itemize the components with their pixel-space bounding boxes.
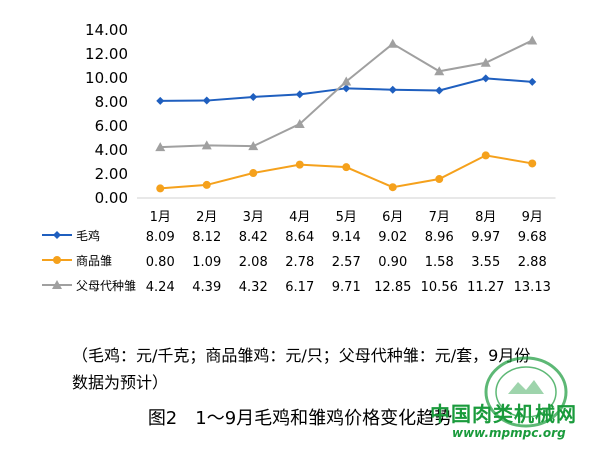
data-point: [156, 96, 165, 105]
data-label: 2.78: [285, 255, 314, 270]
legend-label: 父母代种雏: [76, 278, 136, 293]
series-line: [160, 39, 533, 149]
data-label: 8.96: [425, 230, 454, 245]
x-tick-label: 2月: [196, 210, 217, 225]
data-label: 8.09: [146, 230, 175, 245]
data-point: [156, 184, 165, 193]
data-label: 2.08: [239, 255, 268, 270]
data-label: 6.17: [285, 280, 314, 295]
data-label: 1.58: [425, 255, 454, 270]
data-point: [388, 183, 397, 192]
x-tick-label: 1月: [150, 210, 171, 225]
data-point: [387, 38, 398, 48]
data-point: [342, 84, 351, 93]
y-tick-label: 2.00: [95, 165, 128, 183]
data-label: 9.68: [518, 230, 547, 245]
data-label: 1.09: [192, 255, 221, 270]
data-label: 0.80: [146, 255, 175, 270]
x-tick-label: 9月: [522, 210, 543, 225]
legend-marker: [53, 256, 61, 264]
data-label: 11.27: [467, 280, 504, 295]
data-point: [202, 180, 211, 189]
y-tick-label: 8.00: [95, 93, 128, 111]
data-point: [528, 159, 537, 168]
data-label: 9.97: [471, 230, 500, 245]
x-tick-label: 7月: [429, 210, 450, 225]
data-label: 2.88: [518, 255, 547, 270]
data-label: 9.02: [378, 230, 407, 245]
data-point: [434, 66, 445, 76]
data-label: 8.42: [239, 230, 268, 245]
legend-marker: [52, 280, 62, 289]
data-label: 8.12: [192, 230, 221, 245]
y-tick-label: 6.00: [95, 117, 128, 135]
x-tick-label: 4月: [289, 210, 310, 225]
data-label: 12.85: [374, 280, 411, 295]
legend-label: 商品雏: [76, 253, 112, 268]
x-tick-label: 8月: [475, 210, 496, 225]
data-point: [249, 92, 258, 101]
data-point: [481, 151, 490, 160]
data-point: [481, 74, 490, 83]
data-label: 4.24: [146, 280, 175, 295]
legend-marker: [53, 231, 61, 239]
data-point: [528, 77, 537, 86]
data-label: 4.39: [192, 280, 221, 295]
series-line: [160, 154, 533, 190]
watermark-logo: [484, 356, 568, 428]
data-label: 9.71: [332, 280, 361, 295]
data-point: [249, 169, 258, 178]
legend-label: 毛鸡: [76, 228, 100, 243]
data-label: 9.14: [332, 230, 361, 245]
data-point: [201, 140, 212, 150]
data-label: 8.64: [285, 230, 314, 245]
data-point: [527, 35, 538, 45]
unit-note: （毛鸡：元/千克；商品雏鸡：元/只；父母代种雏：元/套，9月份数据为预计）: [72, 346, 531, 392]
data-point: [202, 96, 211, 105]
data-label: 3.55: [471, 255, 500, 270]
data-point: [342, 163, 351, 172]
data-point: [435, 86, 444, 95]
data-point: [341, 76, 352, 86]
x-tick-label: 6月: [382, 210, 403, 225]
data-point: [435, 175, 444, 184]
watermark-url: www.mpmpc.org: [452, 426, 566, 440]
x-tick-label: 5月: [336, 210, 357, 225]
data-point: [295, 90, 304, 99]
line-chart: 0.00 2.00 4.00 6.00 8.00 10.00 12.00 14.00 1月 2月 3…: [42, 21, 556, 295]
data-point: [294, 118, 305, 128]
data-point: [155, 142, 166, 152]
data-point: [248, 141, 259, 151]
x-tick-label: 3月: [243, 210, 264, 225]
data-label: 13.13: [514, 280, 551, 295]
data-point: [295, 160, 304, 169]
y-tick-label: 14.00: [85, 21, 128, 39]
figure-caption: 图2 1～9月毛鸡和雏鸡价格变化趋势: [147, 408, 453, 429]
y-tick-label: 10.00: [85, 69, 128, 87]
watermark-text: 中国肉类机械网: [430, 402, 577, 426]
data-label: 10.56: [421, 280, 458, 295]
data-label: 2.57: [332, 255, 361, 270]
y-tick-label: 12.00: [85, 45, 128, 63]
y-tick-label: 4.00: [95, 141, 128, 159]
y-tick-label: 0.00: [95, 189, 128, 207]
data-point: [388, 85, 397, 94]
data-point: [480, 57, 491, 67]
data-label: 0.90: [378, 255, 407, 270]
data-label: 4.32: [239, 280, 268, 295]
